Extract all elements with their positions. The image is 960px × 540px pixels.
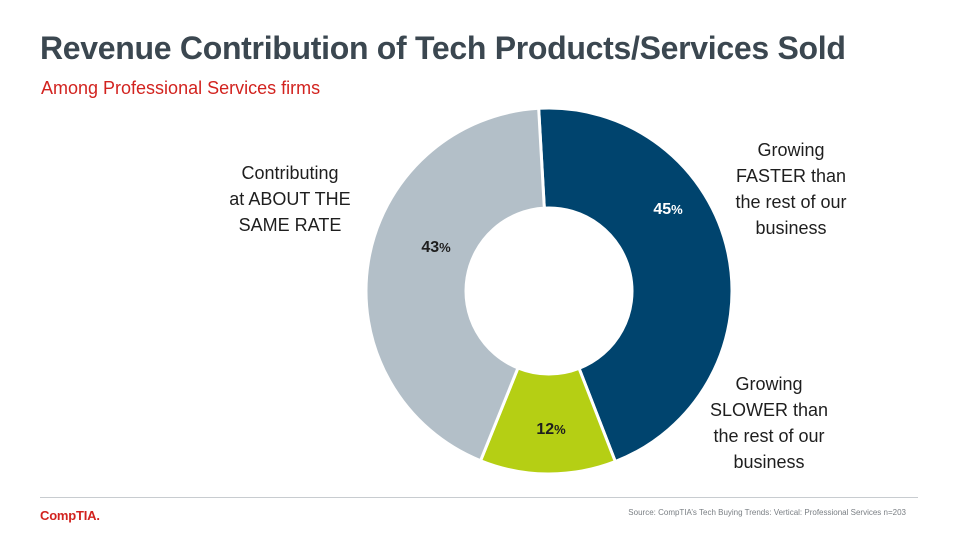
slice-value-faster: 45% (653, 201, 682, 219)
slice-label-slower-line: Growing (735, 374, 803, 394)
slice-label-same-rate: Contributing at ABOUT THE SAME RATE (212, 160, 368, 238)
slice-value-slower-percent: % (554, 422, 566, 437)
slice-label-slower-line: SLOWER than (709, 400, 829, 420)
slice-label-faster: Growing FASTER than the rest of our busi… (712, 137, 870, 241)
source-note: Source: CompTIA’s Tech Buying Trends: Ve… (628, 508, 906, 517)
slide-title: Revenue Contribution of Tech Products/Se… (40, 30, 846, 66)
slice-label-slower-line: business (733, 452, 805, 472)
slice-label-faster-line: business (755, 218, 827, 238)
slice-label-faster-line: FASTER than (735, 166, 847, 186)
slice-value-slower: 12% (536, 421, 565, 439)
comptia-logo: CompTIA. (40, 508, 100, 523)
slice-label-slower-line: the rest of our (713, 426, 825, 446)
slice-value-faster-number: 45 (653, 201, 672, 218)
donut-slice-faster (537, 106, 734, 464)
slice-value-faster-percent: % (671, 202, 683, 217)
slice-value-slower-number: 12 (536, 421, 555, 438)
slice-value-same-rate-number: 43 (421, 239, 440, 256)
slice-value-same-rate-percent: % (439, 240, 451, 255)
slice-value-same-rate: 43% (421, 239, 450, 257)
slice-label-same-rate-line: Contributing (241, 163, 339, 183)
slice-label-same-rate-line: at ABOUT THE (229, 189, 351, 209)
donut-slice-same-rate (364, 106, 546, 463)
slice-label-faster-line: the rest of our (735, 192, 847, 212)
slide-subtitle: Among Professional Services firms (41, 78, 321, 98)
slice-label-slower: Growing SLOWER than the rest of our busi… (690, 371, 848, 475)
slice-label-same-rate-line: SAME RATE (238, 215, 342, 235)
slice-label-faster-line: Growing (757, 140, 825, 160)
footer-divider (40, 497, 918, 498)
